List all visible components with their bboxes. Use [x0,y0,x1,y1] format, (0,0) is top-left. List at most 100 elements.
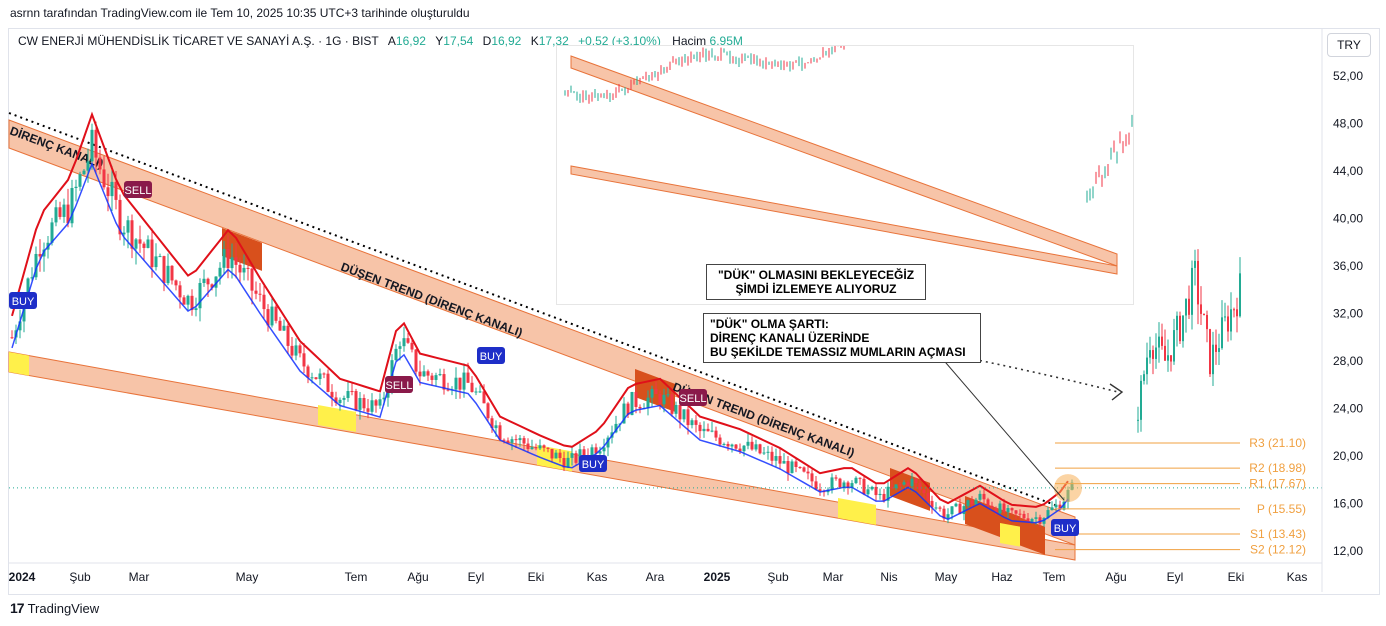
candle-body [442,374,446,390]
high-value: 17,54 [443,34,474,48]
candle-body [554,452,558,459]
candle-body [490,418,494,429]
candle-body [50,222,54,243]
candle-body [682,409,686,420]
projection-candle-body [1230,309,1232,332]
price-tick-label: 44,00 [1333,164,1363,178]
candle-body [558,452,562,459]
candle-body [358,398,362,410]
buy-badge [579,455,607,472]
candle-body [418,371,422,377]
candle-body [982,493,986,500]
candle-body [898,484,902,486]
time-tick-label: Ağu [407,570,428,584]
projection-candle-body [1212,344,1214,375]
candle-body [546,447,550,449]
candle-body [118,199,122,235]
candle-body [966,500,970,507]
candle-body [210,284,214,288]
dark-block [890,468,930,511]
signal-badges: BUY SELL SELL BUY BUY SELL BUY [9,181,1079,536]
candle-body [1014,510,1018,514]
projection-candle-body [1140,380,1142,420]
candle-body [794,461,798,467]
candle-body [346,391,350,398]
candle-body [234,257,238,265]
candle-body [634,391,638,407]
candle-body [670,394,674,414]
candle-body [90,129,94,162]
candle-body [198,282,202,309]
currency-button[interactable]: TRY [1327,33,1371,57]
buy-badge [477,347,505,364]
note-line: "DÜK" OLMASINI BEKLEYECEĞİZ [717,268,915,282]
candle-body [842,482,846,488]
projection-candle-body [1188,298,1190,315]
candle-body [422,371,426,377]
candle-body [302,353,306,367]
volume-value: 6,95M [709,34,743,48]
projection-candle-body [1191,267,1193,315]
projection-candle-body [1209,329,1211,375]
candle-body [214,276,218,288]
candle-body [310,377,314,379]
candle-body [154,256,158,268]
price-tick-label: 20,00 [1333,449,1363,463]
projection-candle-body [1224,316,1226,318]
candle-body [614,423,618,433]
candle-body [658,393,662,405]
supertrend-lines [11,111,1069,524]
candle-body [486,403,490,419]
inset-lower-channel [570,165,1118,275]
candle-body [914,478,918,484]
candle-body [1062,501,1066,510]
candle-body [382,397,386,400]
candle-body [338,399,342,403]
candle-body [282,325,286,331]
change-value: +0,52 (+3,10%) [578,34,661,48]
candle-body [702,428,706,432]
time-tick-label: 2024 [9,570,36,584]
candle-body [438,374,442,376]
candle-body [138,239,142,244]
candle-body [426,371,430,376]
candle-body [166,265,170,284]
projection-candle-body [1218,348,1220,352]
candle-body [106,187,110,197]
candle-body [262,294,266,310]
candle-body [378,399,382,406]
candle-body [1026,518,1030,522]
time-tick-label: Eki [528,570,545,584]
candle-body [534,447,538,449]
candle-body [854,477,858,484]
close-label: K [530,34,539,48]
time-tick-label: Kas [587,570,608,584]
projection-candle-body [1206,314,1208,330]
yellow-block [838,498,876,525]
candle-body [402,338,406,347]
time-tick-label: Eyl [1167,570,1184,584]
candle-body [518,438,522,441]
yellow-block [1000,523,1020,547]
candle-body [82,170,86,175]
candle-body [850,483,854,488]
dotted-trendline [8,112,1056,506]
candle-body [1050,507,1054,511]
candle-body [830,477,834,490]
candle-body [802,467,806,472]
candle-body [482,391,486,404]
candle-body [998,503,1002,514]
candle-body [786,461,790,474]
candle-body [806,471,810,474]
time-tick-label: Ara [646,570,665,584]
candle-body [54,207,58,223]
low-label: D [482,34,492,48]
candle-body [374,400,378,406]
projection-candle-body [1239,273,1241,317]
candle-body [530,447,534,449]
projection-candle-body [1155,347,1157,359]
price-axis: 12,00 16,00 20,00 24,00 28,00 32,00 36,00 40,00… [1321,29,1363,592]
candle-body [410,342,414,350]
candle-body [242,267,246,273]
